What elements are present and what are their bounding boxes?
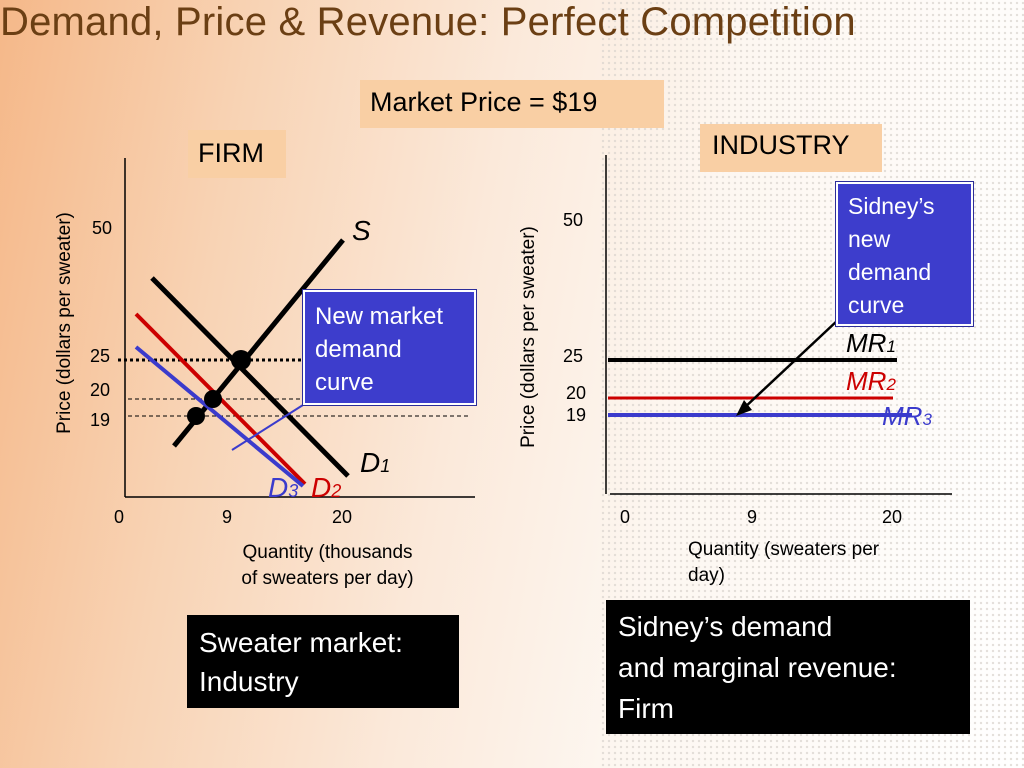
left-caption-line2: Industry: [199, 666, 299, 697]
left-x-axis-label-line1: Quantity (thousands: [242, 542, 413, 563]
right-callout-arrow-head: [736, 400, 752, 416]
right-x-tick-20: 20: [882, 507, 903, 527]
left-caption-box: Sweater market: Industry: [187, 615, 459, 708]
right-caption-box: Sidney’s demand and marginal revenue: Fi…: [606, 600, 970, 734]
new-market-demand-line2: demand: [315, 336, 402, 363]
right-y-tick-19: 19: [566, 405, 587, 425]
left-y-tick-20: 20: [90, 380, 111, 400]
left-x-tick-0: 0: [114, 507, 125, 527]
equilibrium-point-d3: [187, 407, 205, 425]
right-y-tick-20: 20: [566, 383, 587, 403]
new-market-demand-callout: New market demand curve: [302, 289, 477, 406]
left-panel-label-text: FIRM: [198, 138, 264, 168]
left-y-tick-19: 19: [90, 410, 111, 430]
right-x-axis-label: Quantity (sweaters per day): [688, 537, 928, 589]
demand-curve-d3: [134, 345, 305, 488]
new-market-demand-line1: New market: [315, 303, 444, 330]
right-x-tick-9: 9: [747, 507, 758, 527]
sidneys-new-demand-line1: Sidney’s: [848, 193, 935, 219]
right-panel-label: INDUSTRY: [700, 124, 882, 172]
left-callout-pointer: [231, 404, 304, 451]
left-caption-line1: Sweater market:: [199, 627, 403, 658]
left-panel-label: FIRM: [188, 130, 286, 178]
right-caption-line2: and marginal revenue:: [618, 652, 897, 683]
demand-curve-d1: [150, 276, 350, 478]
right-x-axis-label-line2: day): [688, 565, 725, 586]
mr1-label: MR1: [846, 328, 896, 358]
right-y-tick-25: 25: [563, 346, 584, 366]
right-caption-line1: Sidney’s demand: [618, 611, 833, 642]
right-panel-label-text: INDUSTRY: [712, 130, 850, 160]
left-x-axis-label-line2: of sweaters per day): [241, 568, 414, 589]
left-x-tick-9: 9: [222, 507, 233, 527]
left-y-tick-25: 25: [90, 346, 111, 366]
left-y-tick-50: 50: [92, 218, 113, 238]
right-callout-arrow-shaft: [742, 319, 839, 410]
d3-label: D3: [268, 472, 299, 503]
mr2-label: MR2: [846, 366, 896, 396]
right-caption-line3: Firm: [618, 693, 674, 724]
right-x-tick-0: 0: [620, 507, 631, 527]
left-x-axis-label: Quantity (thousands of sweaters per day): [215, 540, 440, 592]
new-market-demand-line3: curve: [315, 369, 374, 396]
market-price-label: Market Price = $19: [360, 80, 664, 128]
right-x-axis-label-line1: Quantity (sweaters per: [688, 539, 880, 560]
right-y-tick-50: 50: [563, 210, 584, 230]
sidneys-new-demand-line3: demand: [848, 259, 932, 285]
slide-title: Demand, Price & Revenue: Perfect Competi…: [0, 0, 856, 44]
sidneys-new-demand-line2: new: [848, 226, 891, 252]
sidneys-new-demand-callout: Sidney’s new demand curve: [835, 181, 974, 327]
market-price-text: Market Price = $19: [370, 87, 598, 117]
sidneys-new-demand-line4: curve: [848, 292, 905, 318]
equilibrium-point-d2: [204, 390, 222, 408]
d2-label: D2: [311, 472, 342, 503]
left-x-tick-20: 20: [332, 507, 353, 527]
mr3-label: MR3: [882, 401, 932, 431]
supply-label: S: [352, 215, 371, 246]
equilibrium-point-d1: [231, 350, 251, 370]
d1-label: D1: [360, 447, 391, 478]
